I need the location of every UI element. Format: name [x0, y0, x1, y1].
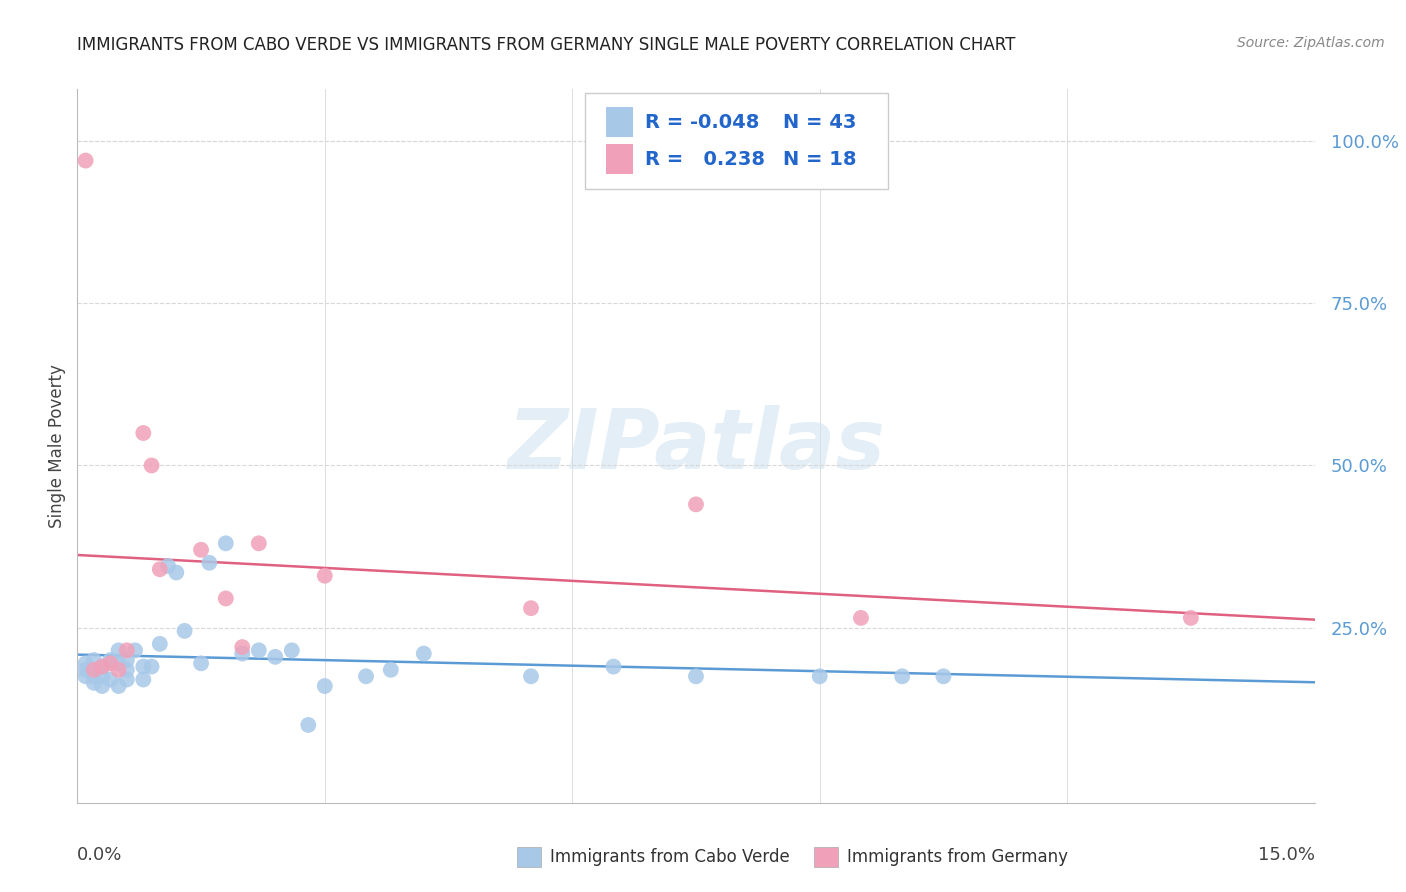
FancyBboxPatch shape — [606, 107, 633, 137]
Point — [75, 669, 97, 683]
Text: R =   0.238: R = 0.238 — [645, 150, 765, 169]
Point — [98, 673, 121, 687]
Point — [83, 675, 105, 690]
Text: 0.0%: 0.0% — [77, 846, 122, 863]
Point — [157, 559, 180, 574]
Point — [231, 640, 253, 654]
Point — [173, 624, 195, 638]
Text: Immigrants from Cabo Verde: Immigrants from Cabo Verde — [550, 848, 790, 866]
Point — [107, 663, 129, 677]
Point — [247, 536, 270, 550]
Point — [141, 458, 163, 473]
Point — [1180, 611, 1202, 625]
Point — [314, 568, 336, 582]
Point — [354, 669, 377, 683]
Point — [808, 669, 831, 683]
Point — [215, 536, 238, 550]
Text: N = 18: N = 18 — [783, 150, 856, 169]
Point — [520, 601, 543, 615]
FancyBboxPatch shape — [585, 93, 887, 189]
Point — [932, 669, 955, 683]
Point — [165, 566, 187, 580]
Point — [91, 659, 114, 673]
Point — [141, 659, 163, 673]
Point — [115, 653, 138, 667]
Point — [380, 663, 402, 677]
Point — [247, 643, 270, 657]
Point — [91, 669, 114, 683]
Point — [891, 669, 914, 683]
Text: IMMIGRANTS FROM CABO VERDE VS IMMIGRANTS FROM GERMANY SINGLE MALE POVERTY CORREL: IMMIGRANTS FROM CABO VERDE VS IMMIGRANTS… — [77, 36, 1015, 54]
Text: Immigrants from Germany: Immigrants from Germany — [846, 848, 1069, 866]
Point — [91, 659, 114, 673]
Point — [231, 647, 253, 661]
Y-axis label: Single Male Poverty: Single Male Poverty — [48, 364, 66, 528]
Point — [602, 659, 624, 673]
Text: ZIPatlas: ZIPatlas — [508, 406, 884, 486]
Text: Source: ZipAtlas.com: Source: ZipAtlas.com — [1237, 36, 1385, 50]
Text: N = 43: N = 43 — [783, 112, 856, 131]
Point — [107, 679, 129, 693]
Point — [132, 673, 155, 687]
Text: R = -0.048: R = -0.048 — [645, 112, 759, 131]
Point — [83, 653, 105, 667]
Point — [132, 659, 155, 673]
Point — [685, 669, 707, 683]
Point — [297, 718, 319, 732]
Point — [264, 649, 287, 664]
Point — [75, 153, 97, 168]
Point — [83, 663, 105, 677]
Point — [75, 657, 97, 671]
Point — [83, 669, 105, 683]
FancyBboxPatch shape — [516, 847, 541, 867]
Point — [190, 542, 212, 557]
Point — [115, 673, 138, 687]
Point — [98, 657, 121, 671]
Point — [75, 663, 97, 677]
Point — [124, 643, 146, 657]
Point — [190, 657, 212, 671]
Point — [215, 591, 238, 606]
Text: 15.0%: 15.0% — [1257, 846, 1315, 863]
Point — [314, 679, 336, 693]
Point — [115, 663, 138, 677]
Point — [412, 647, 434, 661]
Point — [91, 679, 114, 693]
Point — [98, 653, 121, 667]
Point — [107, 643, 129, 657]
FancyBboxPatch shape — [814, 847, 838, 867]
Point — [149, 637, 172, 651]
Point — [281, 643, 304, 657]
Point — [685, 497, 707, 511]
Point — [107, 657, 129, 671]
FancyBboxPatch shape — [606, 145, 633, 174]
Point — [198, 556, 221, 570]
Point — [520, 669, 543, 683]
Point — [149, 562, 172, 576]
Point — [132, 425, 155, 440]
Point — [115, 643, 138, 657]
Point — [849, 611, 872, 625]
